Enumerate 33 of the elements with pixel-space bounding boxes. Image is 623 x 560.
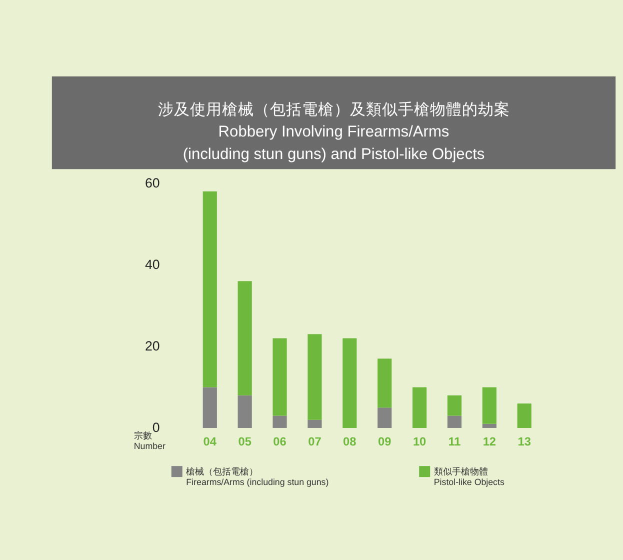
bar [482,424,496,428]
bar [517,404,532,428]
x-tick-label: 10 [412,434,427,448]
y-tick-label: 20 [144,338,160,354]
x-tick-label: 09 [378,434,392,448]
bar [202,191,217,388]
x-tick-label: 07 [308,434,322,448]
x-tick-label: 06 [273,434,287,448]
x-tick-label: 13 [518,434,532,448]
bar [308,334,322,420]
x-tick-label: 08 [343,434,357,448]
bar [238,281,252,396]
legend-label: 槍械（包括電槍） Firearms/Arms (including stun guns) [186,466,329,487]
bar [482,387,496,424]
chart-title: 涉及使用槍械（包括電槍）及類似手槍物體的劫案 Robbery Involving Firearms/Arms (including stun guns) and Pistol-like Objects [158,100,510,163]
y-tick-label: 40 [144,256,160,272]
bar [272,338,287,416]
x-tick-label: 05 [238,434,252,448]
bar [342,338,357,428]
bar [378,408,392,428]
bar [308,420,322,428]
y-tick-label: 60 [144,175,160,190]
bar [272,416,287,428]
bar [412,387,427,428]
bar [378,358,392,408]
x-tick-label: 11 [448,434,462,448]
bar [238,395,252,428]
bar [447,395,462,416]
legend-label: 類似手槍物體 Pistol-like Objects [434,466,505,487]
bar [447,416,462,428]
bar [202,387,217,428]
x-tick-label: 12 [482,434,496,448]
x-tick-label: 04 [203,434,217,448]
